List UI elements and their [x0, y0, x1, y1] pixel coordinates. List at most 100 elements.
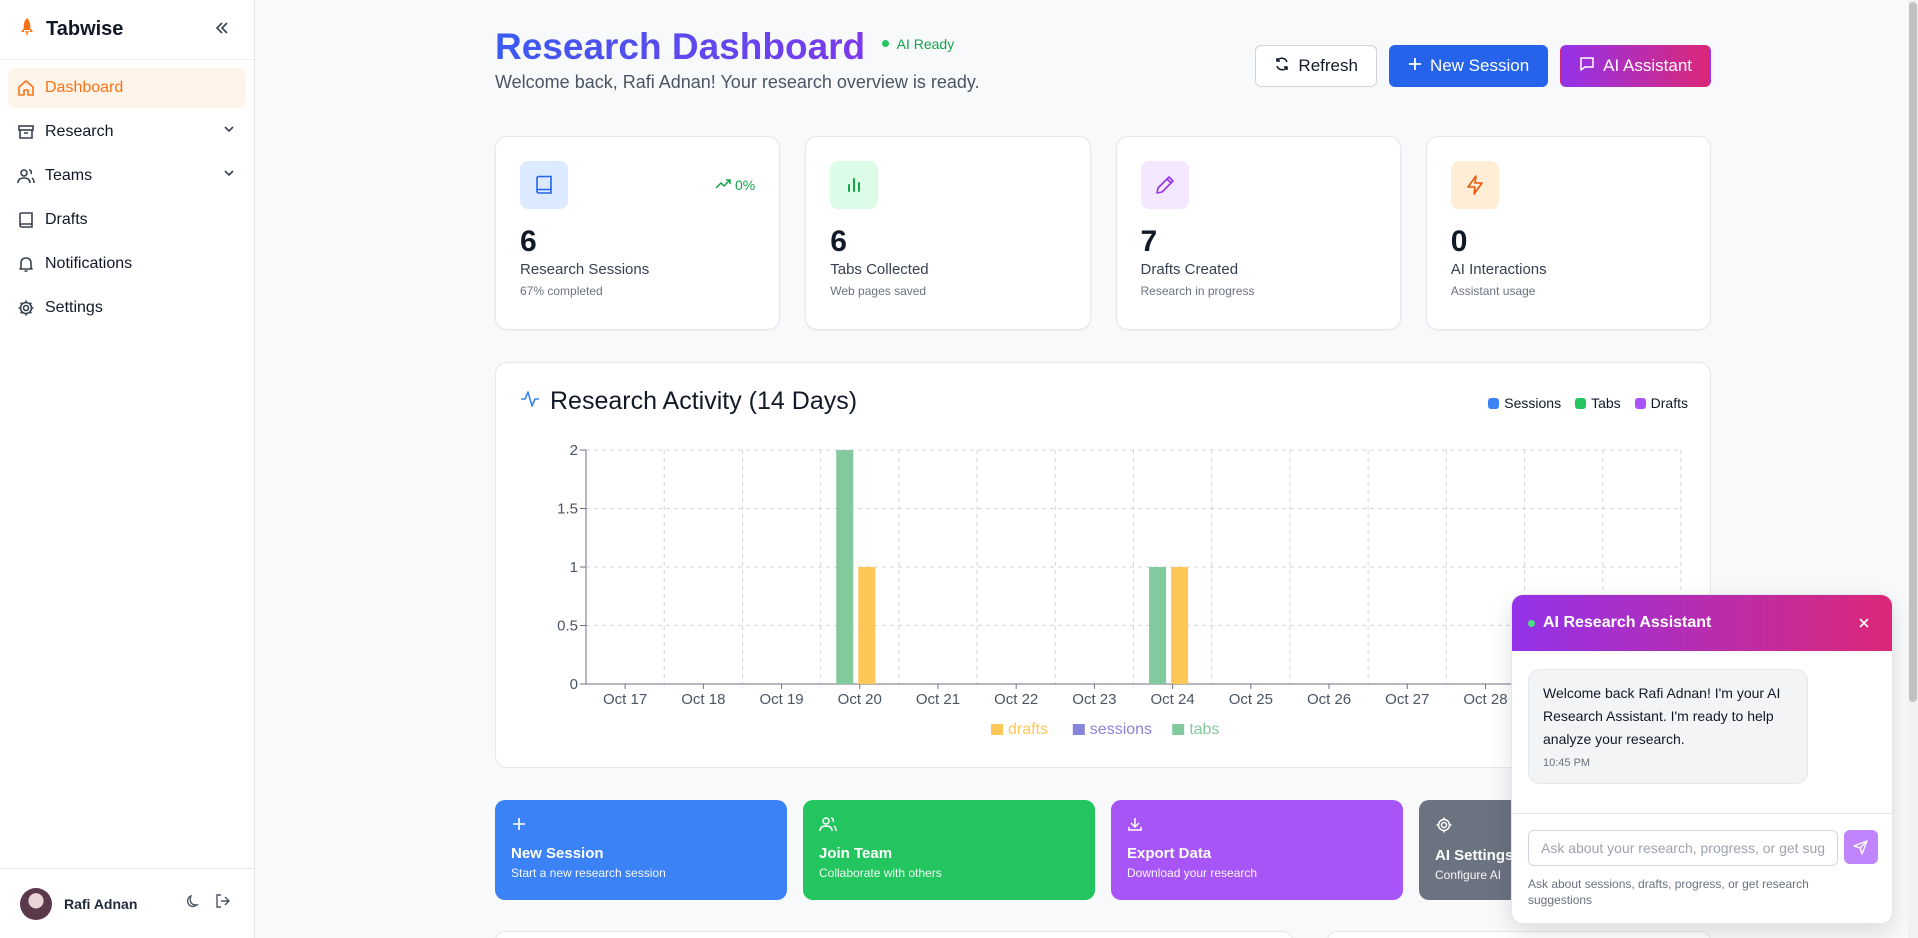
page-scrollbar[interactable]	[1908, 0, 1918, 938]
download-icon	[1127, 818, 1143, 836]
avatar[interactable]	[20, 887, 52, 920]
sidebar-item-settings[interactable]: Settings	[8, 288, 246, 328]
join-team-action[interactable]: Join Team Collaborate with others	[803, 800, 1095, 900]
status-text: AI Ready	[896, 35, 955, 52]
legend-item-drafts: Drafts	[1634, 395, 1688, 411]
export-data-action[interactable]: Export Data Download your research	[1111, 800, 1403, 900]
stat-label: Drafts Created	[1140, 261, 1239, 278]
plus-icon	[1408, 56, 1422, 76]
ai-assistant-button[interactable]: AI Assistant	[1560, 45, 1711, 87]
chevron-down-icon[interactable]	[222, 122, 236, 141]
y-tick-label: 2	[570, 442, 578, 459]
x-tick-label: Oct 19	[759, 691, 803, 708]
stat-card-ai-interactions[interactable]: 0 AI Interactions Assistant usage	[1425, 136, 1711, 330]
chart-title-text: Research Activity (14 Days)	[550, 387, 858, 415]
page-header: Research Dashboard AI Ready Welcome back…	[495, 26, 1711, 93]
action-title: AI Settings	[1435, 847, 1514, 864]
trend-value: 0%	[735, 177, 756, 193]
chart-title: Research Activity (14 Days)	[520, 387, 857, 416]
logout-icon[interactable]	[215, 893, 231, 914]
x-tick-label: Oct 21	[916, 691, 960, 708]
x-tick-label: Oct 26	[1307, 691, 1351, 708]
legend-label-sessions: sessions	[1090, 721, 1152, 738]
x-tick-label: Oct 20	[838, 691, 882, 708]
status-dot-icon	[881, 40, 889, 47]
bar-tabs	[1149, 567, 1167, 684]
bar-drafts	[1171, 567, 1189, 684]
chart-legend-top: Sessions Tabs Drafts	[1488, 395, 1688, 411]
close-icon[interactable]	[1854, 613, 1874, 633]
legend-swatch-sessions	[1072, 724, 1085, 735]
send-icon[interactable]	[1844, 830, 1878, 864]
ai-input-area: Ask about sessions, drafts, progress, or…	[1512, 813, 1892, 923]
plus-icon	[511, 818, 527, 836]
x-tick-label: Oct 17	[603, 691, 647, 708]
activity-chart-card: 0 0.5 1 1.5 2 Oct 17 Oct 18 Oct 19 Oct 20 Oct 21 O…	[495, 362, 1711, 768]
stat-card-research-sessions[interactable]: 0% 6 Research Sessions 67% completed	[495, 136, 781, 330]
sidebar-item-research[interactable]: Research	[8, 112, 246, 152]
bar-chart-icon	[830, 161, 879, 209]
stat-label: AI Interactions	[1450, 261, 1547, 278]
sidebar-item-label: Research	[45, 123, 114, 140]
stat-card-drafts-created[interactable]: 7 Drafts Created Research in progress	[1115, 136, 1401, 330]
message-square-icon	[1579, 56, 1595, 77]
sidebar-item-notifications[interactable]: Notifications	[8, 244, 246, 284]
users-icon	[819, 817, 837, 836]
action-sub: Configure AI	[1435, 868, 1502, 882]
lower-panel-left	[495, 931, 1293, 938]
sidebar-nav: Dashboard Research Teams Drafts Notifica…	[0, 60, 254, 340]
refresh-icon	[1274, 56, 1290, 77]
stat-sub: Web pages saved	[830, 284, 927, 298]
ai-panel-header: AI Research Assistant	[1512, 595, 1892, 651]
action-title: Export Data	[1127, 845, 1212, 862]
x-tick-label: Oct 25	[1229, 691, 1273, 708]
x-tick-label: Oct 27	[1385, 691, 1429, 708]
stat-card-tabs-collected[interactable]: 6 Tabs Collected Web pages saved	[805, 136, 1091, 330]
moon-icon[interactable]	[185, 893, 201, 914]
stats-row: 0% 6 Research Sessions 67% completed 6 T…	[495, 136, 1711, 330]
x-tick-label: Oct 22	[994, 691, 1038, 708]
chevron-down-icon[interactable]	[222, 166, 236, 185]
sidebar-item-label: Teams	[45, 167, 93, 184]
y-tick-label: 1.5	[557, 501, 578, 518]
ai-chat-input[interactable]	[1528, 830, 1838, 866]
stat-value: 0	[1450, 225, 1468, 258]
trend-badge: 0%	[715, 177, 755, 193]
gear-icon	[1435, 817, 1453, 838]
sidebar-item-drafts[interactable]: Drafts	[8, 200, 246, 240]
new-session-action[interactable]: New Session Start a new research session	[495, 800, 787, 900]
action-sub: Start a new research session	[511, 866, 666, 880]
user-bar: Rafi Adnan	[0, 868, 255, 938]
legend-label-drafts: drafts	[1008, 721, 1048, 738]
scroll-thumb[interactable]	[1909, 2, 1917, 702]
stat-sub: Research in progress	[1140, 284, 1255, 298]
message-time: 10:45 PM	[1543, 757, 1591, 769]
brand[interactable]: Tabwise	[0, 0, 254, 60]
page-title: Research Dashboard	[495, 26, 866, 67]
ai-assistant-label: AI Assistant	[1603, 56, 1692, 75]
stat-value: 6	[830, 225, 847, 258]
stat-sub: 67% completed	[520, 284, 603, 298]
brand-name: Tabwise	[46, 18, 124, 40]
sidebar-item-label: Dashboard	[45, 79, 124, 96]
collapse-sidebar-icon[interactable]	[212, 18, 232, 38]
action-sub: Collaborate with others	[819, 866, 942, 880]
stat-value: 7	[1140, 225, 1158, 258]
book-icon	[16, 210, 36, 230]
sidebar-item-teams[interactable]: Teams	[8, 156, 246, 196]
legend-item-tabs: Tabs	[1575, 395, 1621, 411]
sidebar-item-dashboard[interactable]: Dashboard	[8, 68, 246, 108]
refresh-button[interactable]: Refresh	[1255, 45, 1377, 87]
user-name: Rafi Adnan	[64, 895, 138, 912]
message-text: Welcome back Rafi Adnan! I'm your AI Res…	[1543, 685, 1781, 747]
x-tick-label: Oct 24	[1151, 691, 1195, 708]
zap-icon	[1450, 161, 1499, 209]
bar-tabs	[836, 450, 854, 684]
ai-input-hint: Ask about sessions, drafts, progress, or…	[1528, 877, 1809, 907]
sidebar-item-label: Settings	[45, 299, 103, 316]
new-session-button[interactable]: New Session	[1388, 45, 1549, 87]
sidebar-item-label: Notifications	[45, 255, 133, 272]
legend-label-tabs: tabs	[1189, 721, 1219, 738]
archive-icon	[16, 122, 36, 142]
gear-icon	[16, 298, 36, 318]
